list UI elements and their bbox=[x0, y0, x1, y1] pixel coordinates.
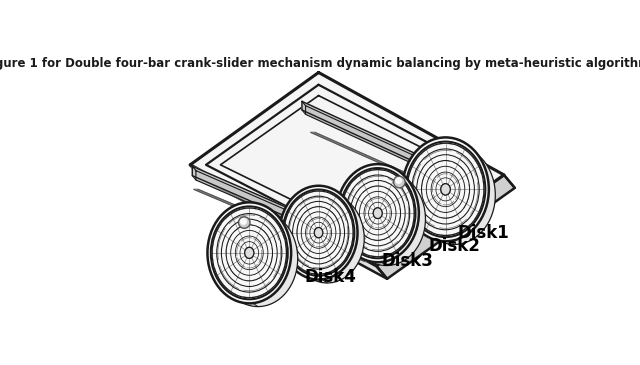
Ellipse shape bbox=[280, 186, 358, 280]
Polygon shape bbox=[192, 166, 378, 257]
Ellipse shape bbox=[403, 137, 489, 241]
Polygon shape bbox=[302, 101, 483, 193]
Polygon shape bbox=[190, 73, 504, 266]
Ellipse shape bbox=[441, 184, 451, 195]
Ellipse shape bbox=[348, 172, 426, 266]
Ellipse shape bbox=[290, 194, 364, 283]
Ellipse shape bbox=[314, 227, 323, 238]
Text: Disk1: Disk1 bbox=[457, 224, 509, 242]
Polygon shape bbox=[305, 105, 486, 197]
Ellipse shape bbox=[218, 211, 298, 307]
Polygon shape bbox=[190, 165, 387, 279]
Text: Disk4: Disk4 bbox=[304, 268, 356, 286]
Circle shape bbox=[394, 176, 405, 188]
Ellipse shape bbox=[413, 146, 495, 245]
Ellipse shape bbox=[337, 164, 419, 262]
Circle shape bbox=[239, 217, 250, 228]
Text: Disk3: Disk3 bbox=[381, 252, 433, 270]
Polygon shape bbox=[376, 175, 515, 279]
Polygon shape bbox=[196, 170, 381, 261]
Ellipse shape bbox=[373, 208, 382, 219]
Text: Figure 1 for Double four-bar crank-slider mechanism dynamic balancing by meta-he: Figure 1 for Double four-bar crank-slide… bbox=[0, 57, 640, 70]
Text: Disk2: Disk2 bbox=[428, 237, 480, 255]
Ellipse shape bbox=[244, 247, 254, 258]
Ellipse shape bbox=[207, 202, 291, 303]
